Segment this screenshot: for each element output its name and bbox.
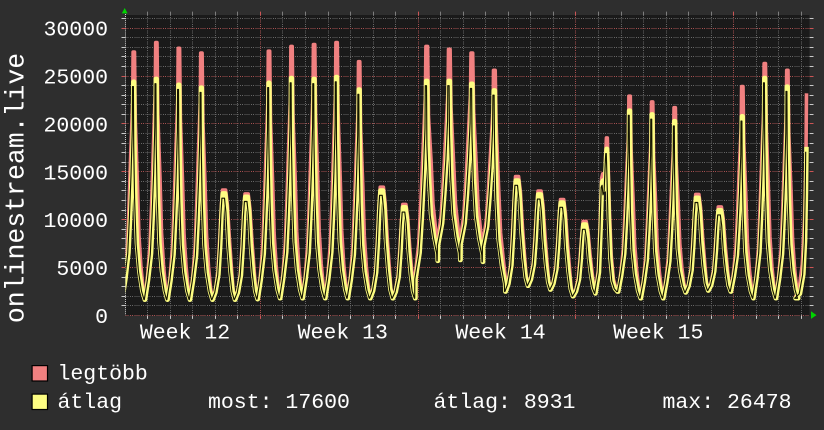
svg-text:25000: 25000 <box>43 67 108 91</box>
svg-text:5000: 5000 <box>56 258 108 282</box>
svg-text:Week 14: Week 14 <box>455 322 545 346</box>
svg-text:max: 26478: max: 26478 <box>663 391 792 415</box>
svg-text:átlag: átlag <box>58 391 123 415</box>
svg-text:Week 15: Week 15 <box>613 322 703 346</box>
svg-text:15000: 15000 <box>43 162 108 186</box>
svg-text:Week 12: Week 12 <box>140 322 230 346</box>
svg-text:most: 17600: most: 17600 <box>208 391 350 415</box>
svg-text:0: 0 <box>95 306 108 330</box>
svg-text:10000: 10000 <box>43 210 108 234</box>
svg-text:Week 13: Week 13 <box>298 322 388 346</box>
svg-text:átlag: 8931: átlag: 8931 <box>434 391 576 415</box>
svg-text:30000: 30000 <box>43 19 108 43</box>
svg-text:20000: 20000 <box>43 115 108 139</box>
svg-text:onlinestream.live: onlinestream.live <box>2 53 32 323</box>
svg-text:legtöbb: legtöbb <box>58 363 148 387</box>
